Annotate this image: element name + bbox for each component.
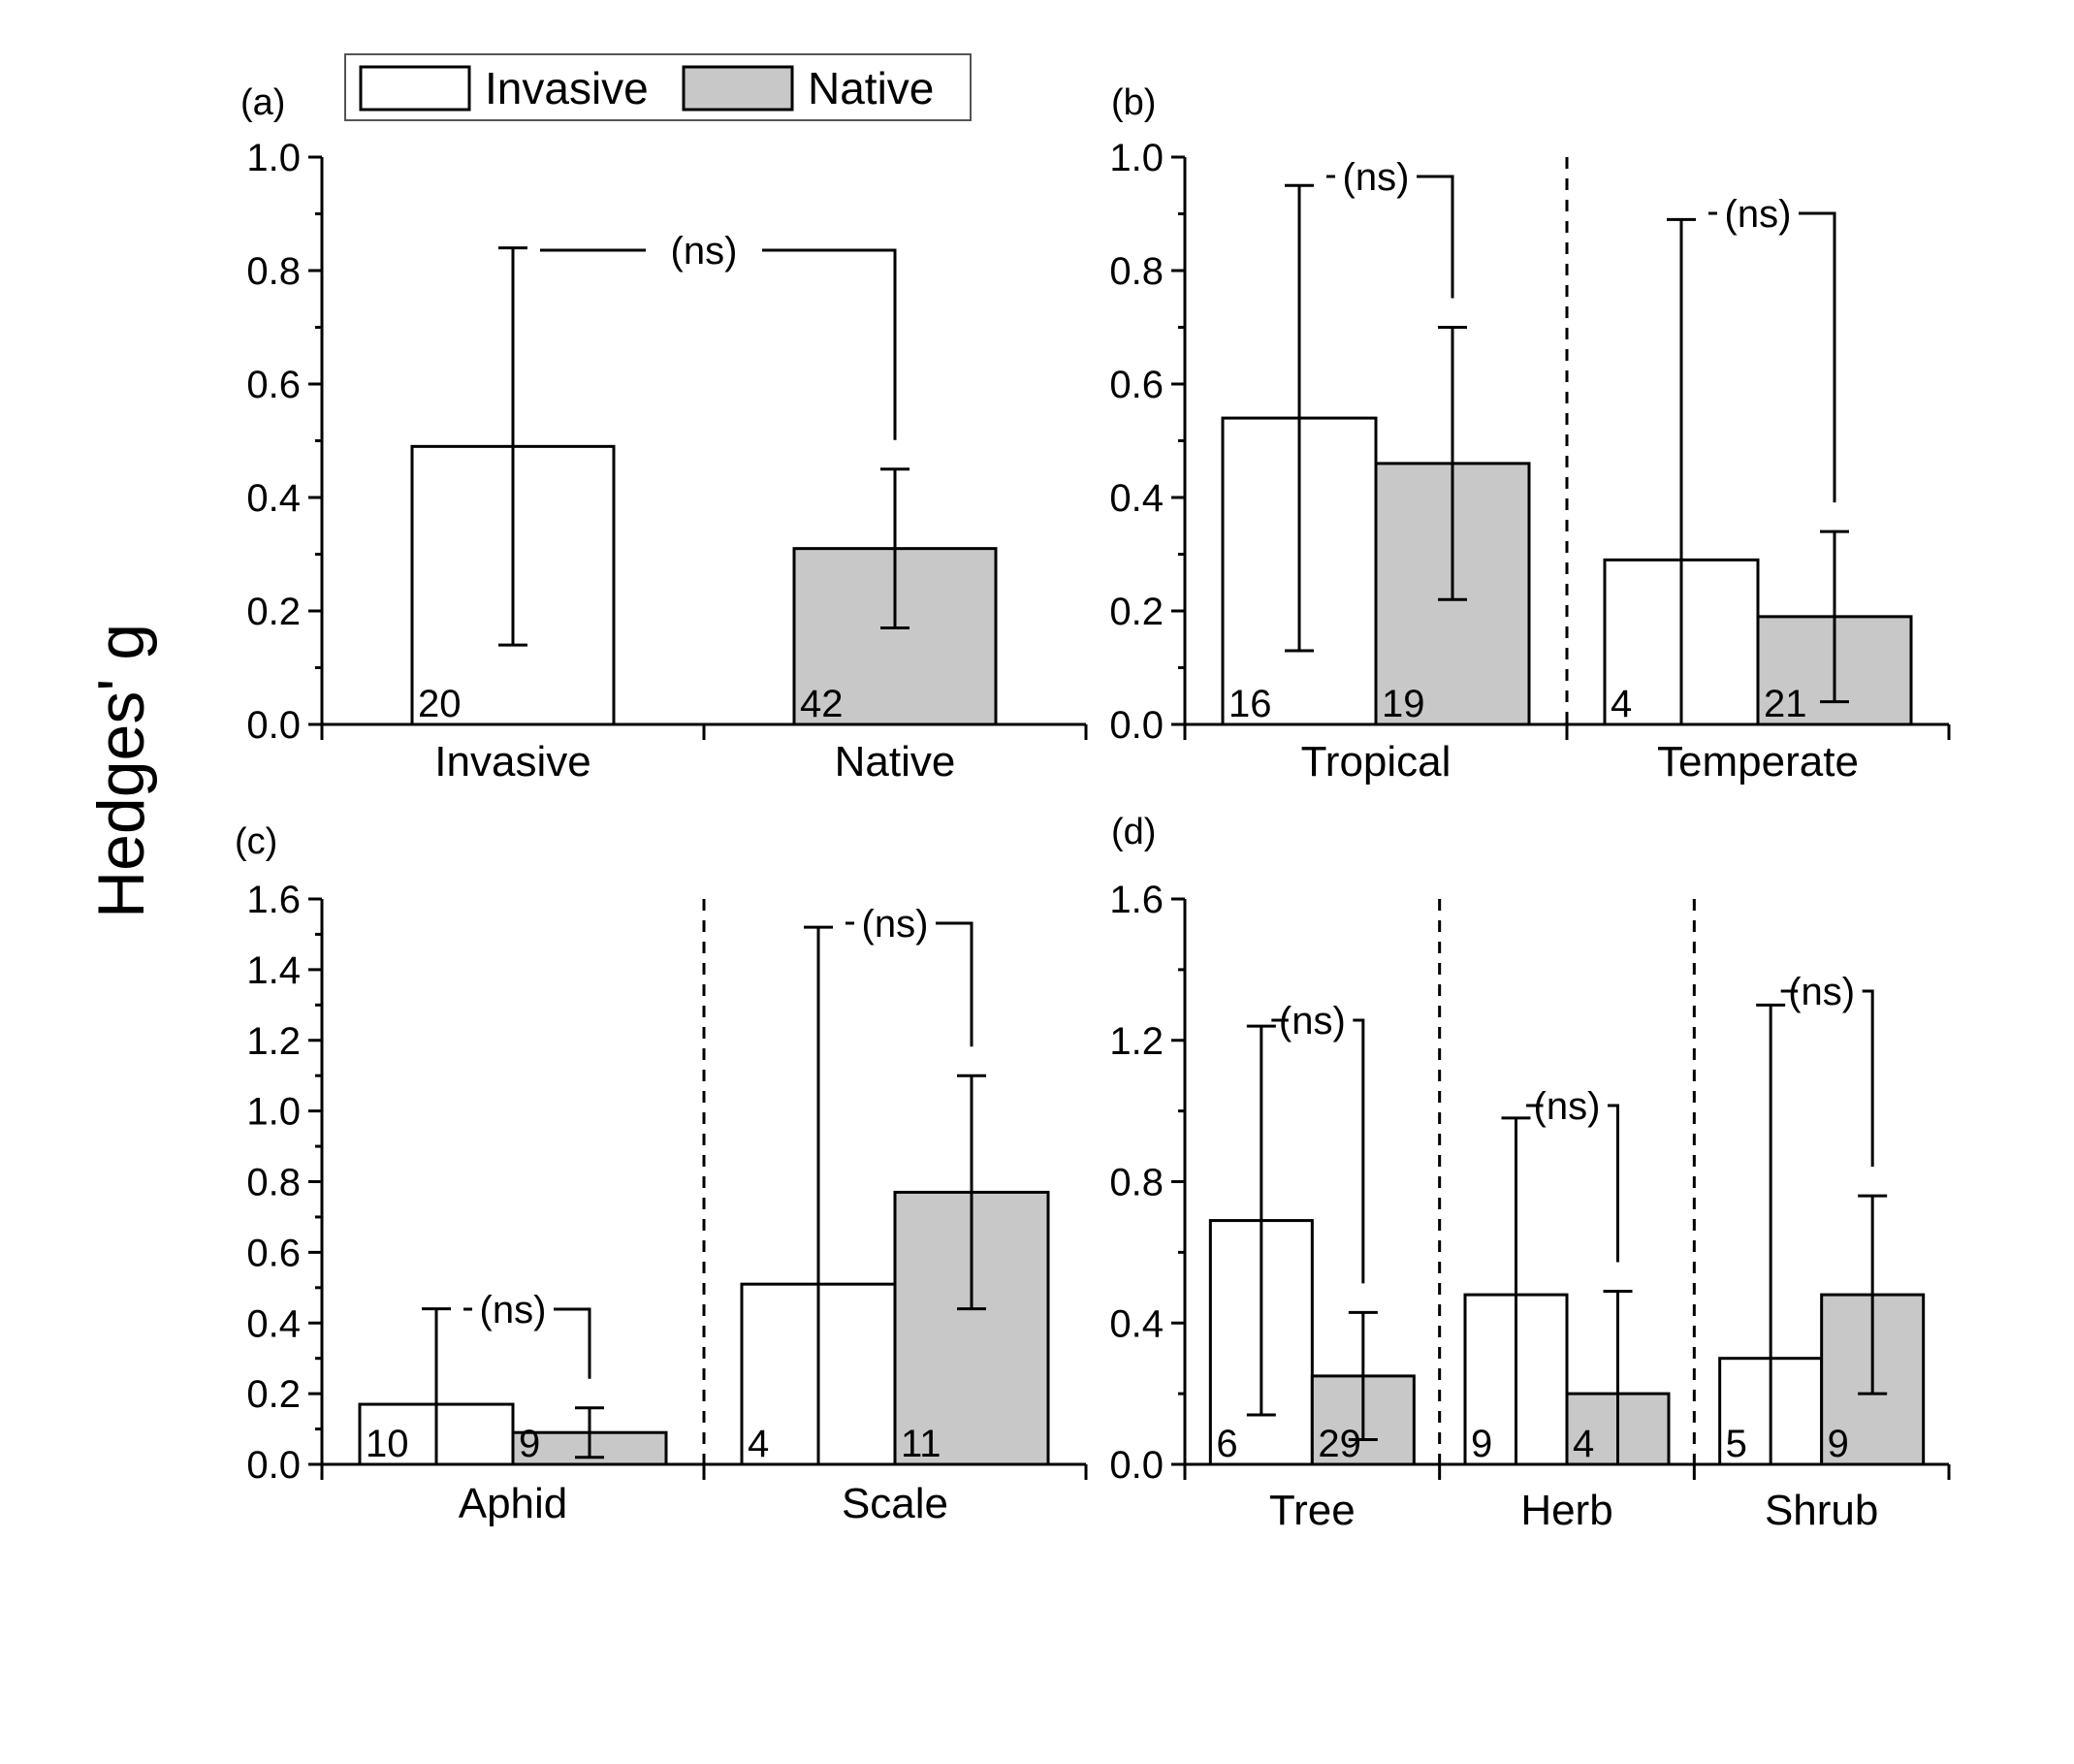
y-tick-label: 0.4 [1109,477,1164,520]
y-tick-label: 0.2 [246,591,301,633]
significance-bracket-right [1608,1104,1619,1263]
y-tick-label: 1.0 [246,137,301,179]
n-label: 16 [1228,683,1272,725]
significance-bracket-right [554,1307,591,1379]
n-label: 4 [1573,1423,1594,1465]
y-tick-label: 1.4 [246,949,301,992]
panel-c: (c) 0.0 0.2 0.4 0.6 0.8 1.0 1.2 1.4 1.6 Aphid 10 9 Sc… [235,821,1088,1527]
category-label: Native [835,738,956,786]
significance-label: (ns) [1279,1000,1346,1042]
y-tick-label: 0.2 [1109,591,1164,633]
y-tick-label: 0.8 [246,250,301,293]
n-label: 11 [901,1423,941,1465]
significance-label: (ns) [1725,193,1792,236]
significance-label: (ns) [671,230,738,273]
category-label: Tree [1269,1487,1356,1534]
y-tick-label: 0.4 [246,477,301,520]
category-label: Herb [1520,1487,1612,1534]
y-tick-label: 0.8 [1109,1162,1164,1204]
significance-label: (ns) [1788,971,1855,1013]
significance-label: (ns) [1534,1085,1601,1128]
n-label: 21 [1764,683,1807,725]
y-tick-label: 0.8 [246,1162,301,1204]
category-label: Scale [842,1480,948,1527]
y-tick-label: 0.0 [1109,1444,1164,1487]
significance-label: (ns) [1343,156,1410,199]
n-label: 9 [1471,1423,1492,1465]
y-tick-label: 0.6 [246,364,301,406]
legend-swatch-native [682,65,794,112]
legend-swatch-invasive [359,65,471,112]
significance-bracket-right [762,248,897,440]
y-tick-label: 1.0 [246,1091,301,1134]
y-tick-label: 1.2 [1109,1020,1164,1063]
n-label: 10 [366,1423,409,1465]
y-tick-label: 1.0 [1109,137,1164,179]
y-axis-label: Hedges' g [84,624,158,918]
panel-label: (a) [240,82,285,123]
y-tick-label: 0.0 [1109,704,1164,747]
significance-bracket-right [1353,1018,1365,1284]
category-label: Shrub [1765,1487,1878,1534]
n-label: 9 [1828,1423,1849,1465]
n-label: 6 [1216,1423,1237,1465]
y-tick-label: 1.6 [246,879,301,921]
y-tick-label: 0.8 [1109,250,1164,293]
y-tick-label: 0.0 [246,1444,301,1487]
significance-bracket-right [1417,175,1454,299]
category-label: Tropical [1301,738,1452,786]
y-tick-label: 1.2 [246,1020,301,1063]
panel-label: (b) [1111,82,1156,123]
category-label: Temperate [1657,738,1859,786]
significance-bracket-right [1862,989,1874,1168]
legend: Invasive Native [344,53,972,121]
legend-label-invasive: Invasive [485,63,649,113]
legend-label-native: Native [808,63,934,113]
y-tick-label: 0.2 [246,1373,301,1416]
panel-d: (d) 0.0 0.4 0.8 1.2 1.6 Tree 6 29 Herb 9 4 Shrub 5 9 (n… [1109,812,1951,1534]
n-label: 4 [748,1423,769,1465]
y-tick-label: 0.0 [246,704,301,747]
panel-a: (a) 0.0 0.2 0.4 0.6 0.8 1.0 Invasive 20 Native 42 (… [240,82,1088,786]
n-label: 9 [519,1423,540,1465]
n-label: 20 [418,683,462,725]
n-label: 19 [1382,683,1425,725]
significance-label: (ns) [862,903,929,946]
y-tick-label: 0.4 [246,1302,301,1345]
y-tick-label: 0.4 [1109,1302,1164,1345]
n-label: 29 [1318,1423,1361,1465]
category-label: Aphid [459,1480,568,1527]
panel-label: (c) [235,821,277,862]
y-tick-label: 0.6 [1109,364,1164,406]
y-tick-label: 0.6 [246,1232,301,1274]
n-label: 42 [800,683,844,725]
y-tick-label: 1.6 [1109,879,1164,921]
n-label: 5 [1726,1423,1747,1465]
panel-b: (b) 0.0 0.2 0.4 0.6 0.8 1.0 Tropical 16 19 Tempera… [1109,82,1951,786]
panel-label: (d) [1111,812,1156,852]
n-label: 4 [1611,683,1632,725]
category-label: Invasive [434,738,590,786]
significance-bracket-right [936,921,973,1047]
significance-bracket-right [1799,211,1836,503]
significance-label: (ns) [480,1289,547,1331]
